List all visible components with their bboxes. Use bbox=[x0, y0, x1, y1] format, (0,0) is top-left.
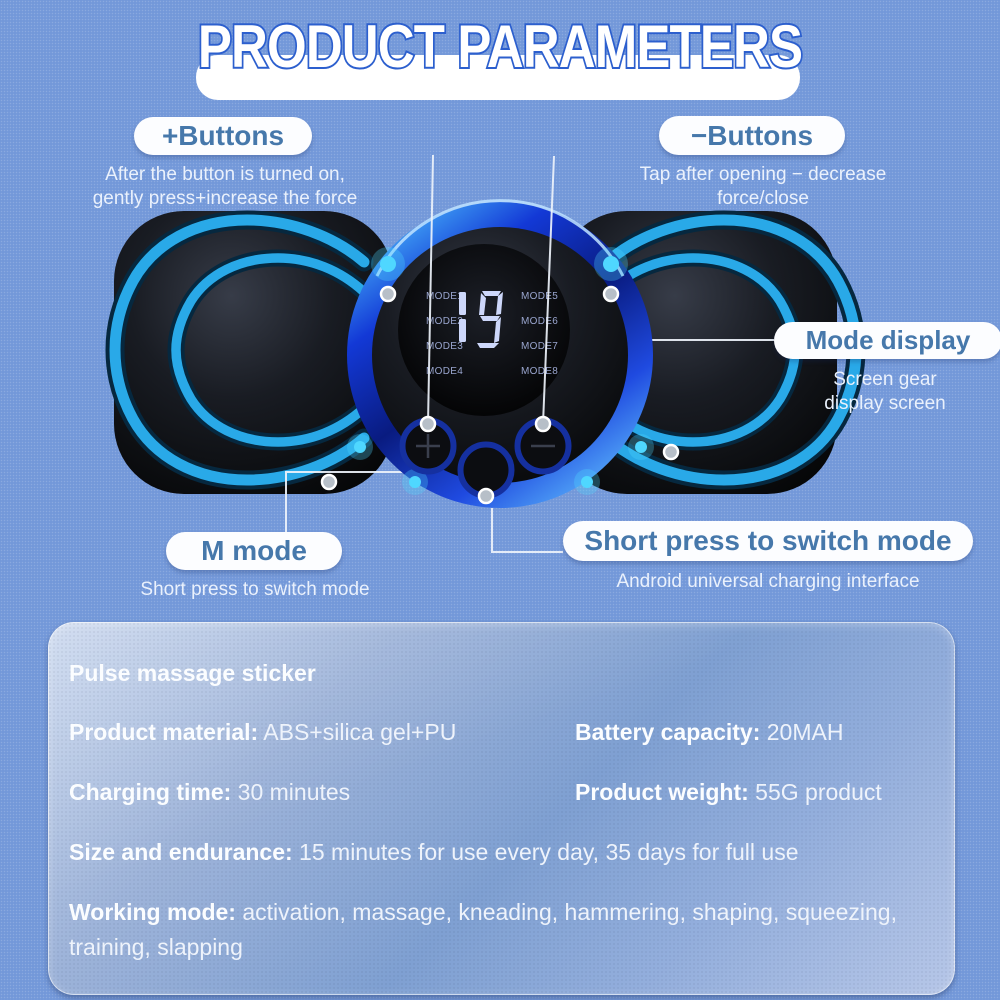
svg-text:MODE3: MODE3 bbox=[426, 341, 463, 352]
svg-text:MODE6: MODE6 bbox=[521, 316, 558, 327]
svg-text:MODE4: MODE4 bbox=[426, 366, 463, 377]
svg-text:MODE7: MODE7 bbox=[521, 341, 558, 352]
svg-text:MODE1: MODE1 bbox=[426, 291, 463, 302]
svg-text:MODE5: MODE5 bbox=[521, 291, 558, 302]
svg-text:MODE8: MODE8 bbox=[521, 366, 558, 377]
svg-text:MODE2: MODE2 bbox=[426, 316, 463, 327]
